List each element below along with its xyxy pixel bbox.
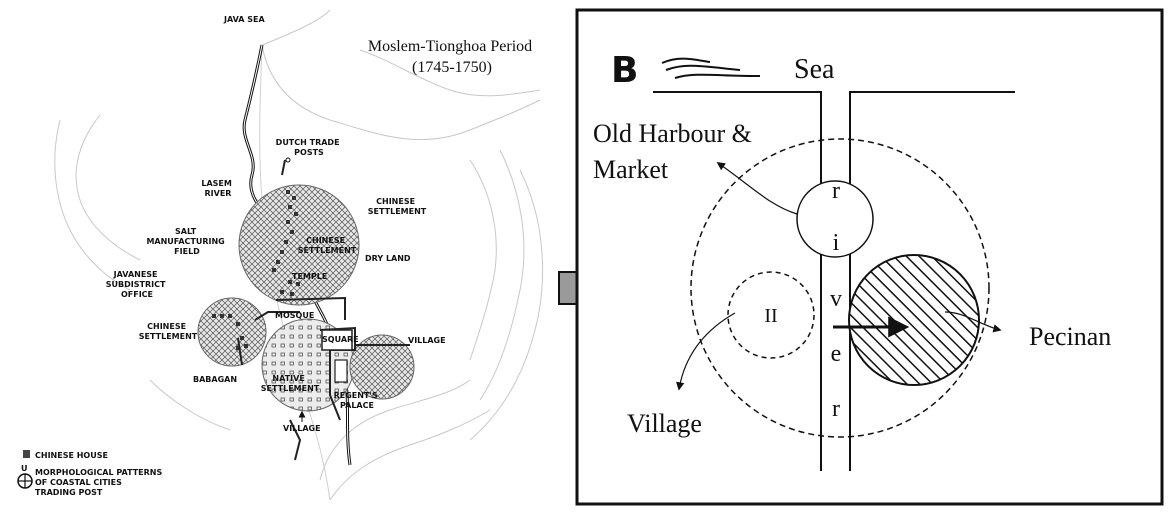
label-temple: TEMPLE xyxy=(292,272,327,281)
label-javanese-office: JAVANESE SUBDISTRICT OFFICE xyxy=(106,270,168,299)
label-chinese-settlement-w: CHINESE SETTLEMENT xyxy=(139,322,198,341)
river-letters: r i v e r xyxy=(830,178,842,422)
harbour-pointer xyxy=(716,162,798,215)
svg-text:i: i xyxy=(833,230,840,256)
legend-morph-text: MORPHOLOGICAL PATTERNS OF COASTAL CITIES… xyxy=(35,468,165,497)
legend-chinese-house: CHINESE HOUSE xyxy=(35,451,108,460)
label-lasem-river: LASEM RIVER xyxy=(201,179,234,198)
label-chinese-settlement-inner: CHINESE SETTLEMENT xyxy=(298,236,357,255)
legend-north-letter: U xyxy=(21,464,28,473)
svg-text:v: v xyxy=(830,286,842,312)
village-circle-e xyxy=(349,334,415,400)
chinese-houses xyxy=(212,190,300,350)
north-compass-icon xyxy=(17,473,33,489)
label-square: SQUARE xyxy=(322,335,359,344)
svg-text:r: r xyxy=(832,178,840,204)
river-bank-left xyxy=(653,91,822,471)
harbour-label: Old Harbour & Market xyxy=(593,119,758,184)
village-label: Village xyxy=(627,409,702,438)
river-bank-right xyxy=(849,91,1015,471)
city-boundary-circle xyxy=(690,138,990,438)
label-chinese-settlement-ne: CHINESE SETTLEMENT xyxy=(368,197,427,216)
label-village-e: VILLAGE xyxy=(408,336,446,345)
old-harbour-circle xyxy=(796,180,874,258)
label-mosque: MOSQUE xyxy=(275,311,314,320)
chinese-house-legend-swatch xyxy=(23,450,30,458)
sea-label: Sea xyxy=(794,54,835,85)
label-salt-field: SALT MANUFACTURING FIELD xyxy=(146,227,227,256)
chinese-settlement-circle-ne xyxy=(238,184,360,306)
panel-letter: B xyxy=(611,50,638,91)
pecinan-pointer xyxy=(944,311,1002,333)
lasem-map: JAVA SEA DUTCH TRADE POSTS LASEM RIVER C… xyxy=(17,9,544,501)
label-regents-palace: REGENT'S PALACE xyxy=(334,391,381,410)
map-legend: CHINESE HOUSE U MORPHOLOGICAL PATTERNS O… xyxy=(17,450,165,497)
label-babagan: BABAGAN xyxy=(193,375,237,384)
label-village-s: VILLAGE xyxy=(283,424,321,433)
label-dry-land: DRY LAND xyxy=(365,254,411,263)
wave-icon xyxy=(661,57,761,79)
village-circle xyxy=(727,271,815,359)
label-native-settlement: NATIVE SETTLEMENT xyxy=(261,374,320,393)
square-block xyxy=(321,329,353,351)
svg-text:e: e xyxy=(831,341,842,367)
regents-palace-block xyxy=(334,359,348,383)
diagram-b: B Sea r i v e r II xyxy=(575,8,1164,506)
pecinan-circle xyxy=(848,254,980,386)
dutch-trade-post-dot xyxy=(285,157,291,163)
roman-numeral: II xyxy=(764,305,777,327)
chinese-settlement-circle-w xyxy=(197,297,267,367)
village-pointer xyxy=(676,312,736,391)
label-java-sea: JAVA SEA xyxy=(223,15,265,24)
terrain-contours xyxy=(54,9,544,501)
label-dutch-trade-posts: DUTCH TRADE POSTS xyxy=(276,138,343,157)
pecinan-label: Pecinan xyxy=(1029,322,1111,351)
svg-text:r: r xyxy=(832,396,840,422)
period-title: Moslem-Tionghoa Period (1745-1750) xyxy=(368,38,536,76)
